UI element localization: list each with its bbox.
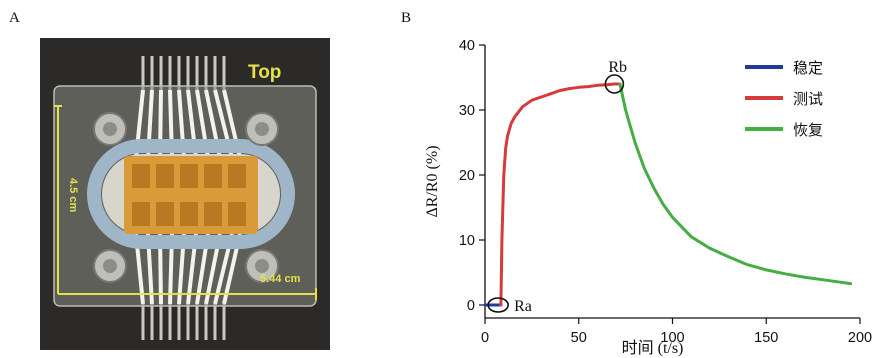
- screws: [93, 112, 279, 283]
- legend-label: 测试: [793, 90, 823, 108]
- panel-label-a: A: [9, 10, 20, 26]
- width-dimension-label: 5.44 cm: [260, 273, 301, 285]
- resistance-chart: 0 50 100 150 200 0 10 20 30 40 时间 (t/s) ΔR/R0 (%) R…: [424, 38, 872, 357]
- blue-ring: [87, 139, 295, 249]
- chart-annotations: Ra Rb: [487, 59, 627, 315]
- x-tick-label: 100: [660, 330, 684, 346]
- annotation-label: Ra: [514, 298, 532, 315]
- panel-label-b: B: [401, 10, 412, 26]
- y-tick-label: 40: [459, 38, 475, 54]
- annotation-label: Rb: [608, 59, 627, 76]
- x-tick-label: 50: [571, 330, 587, 346]
- y-tick-label: 20: [459, 168, 475, 184]
- legend-label: 稳定: [793, 59, 823, 77]
- x-axis-title: 时间 (t/s): [622, 339, 684, 357]
- series-line-3: [618, 82, 853, 286]
- x-tick-label: 0: [481, 330, 489, 346]
- y-tick-label: 10: [459, 233, 475, 249]
- series-line-2: [499, 82, 622, 307]
- y-tick-label: 0: [467, 298, 475, 314]
- y-tick-label: 30: [459, 103, 475, 119]
- x-tick-label: 150: [754, 330, 778, 346]
- annotation-marker: [604, 74, 625, 94]
- chart-series: [483, 82, 853, 307]
- height-dimension-label: 4.5 cm: [67, 178, 79, 212]
- sensor-photo: Top 4.5 cm 5.44 cm: [40, 38, 330, 350]
- y-axis-title: ΔR/R0 (%): [424, 145, 441, 217]
- bottom-pins: [141, 304, 226, 340]
- x-tick-label: 200: [848, 330, 872, 346]
- top-label: Top: [248, 62, 281, 83]
- annotation-marker: [487, 297, 509, 313]
- dimension-lines: [54, 105, 317, 300]
- chart-axes: 0 50 100 150 200 0 10 20 30 40 时间 (t/s) ΔR/R0 (%): [424, 38, 872, 357]
- top-pins: [141, 56, 226, 90]
- sensor-cells: [132, 164, 246, 226]
- legend-label: 恢复: [793, 121, 823, 139]
